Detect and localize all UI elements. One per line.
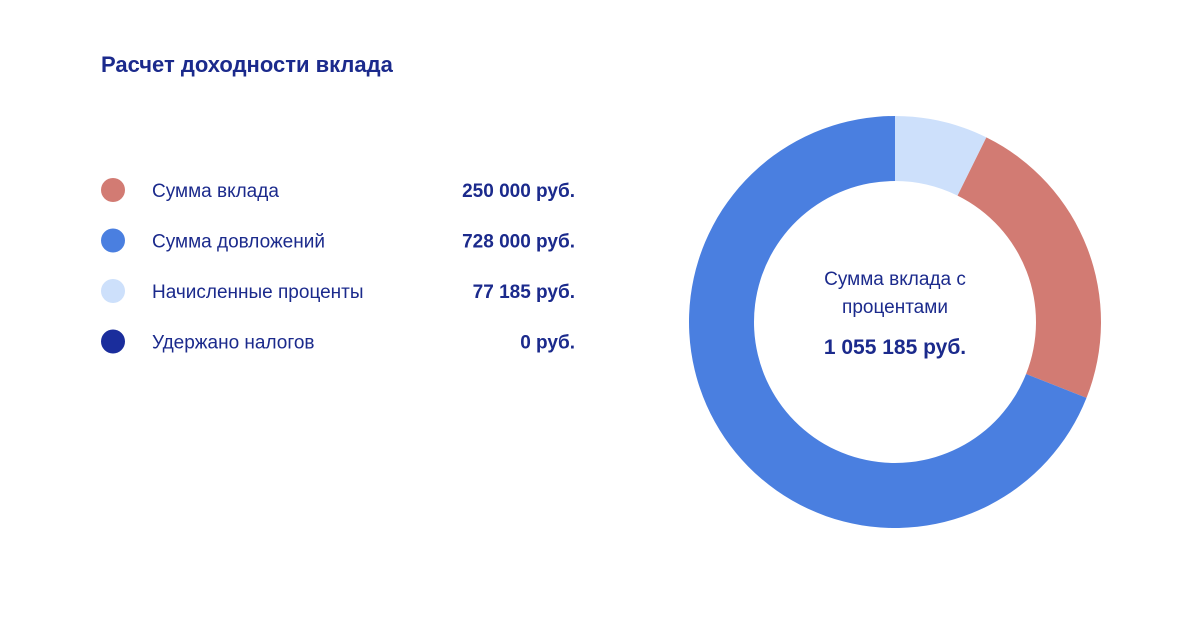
legend-dot xyxy=(101,178,125,202)
legend-label: Сумма довложений xyxy=(152,232,325,253)
legend-dot xyxy=(101,329,125,354)
legend-dot xyxy=(101,279,125,303)
legend-label: Начисленные проценты xyxy=(152,282,364,303)
legend-dot xyxy=(101,228,125,253)
donut-slice xyxy=(957,137,1102,398)
legend-value: 0 руб. xyxy=(520,333,575,354)
legend-value: 77 185 руб. xyxy=(473,282,575,303)
legend-label: Удержано налогов xyxy=(152,333,315,354)
center-title: Сумма вклада с процентами xyxy=(824,269,966,318)
donut-slice xyxy=(689,116,1087,528)
center-label: Сумма вклада с процентами 1 055 185 руб. xyxy=(795,266,995,360)
legend-value: 728 000 руб. xyxy=(462,232,575,253)
center-value: 1 055 185 руб. xyxy=(823,336,967,359)
donut-slice xyxy=(895,116,987,196)
chart-title: Расчет доходности вклада xyxy=(101,52,394,77)
legend-value: 250 000 руб. xyxy=(462,181,575,202)
legend-label: Сумма вклада xyxy=(152,181,279,202)
